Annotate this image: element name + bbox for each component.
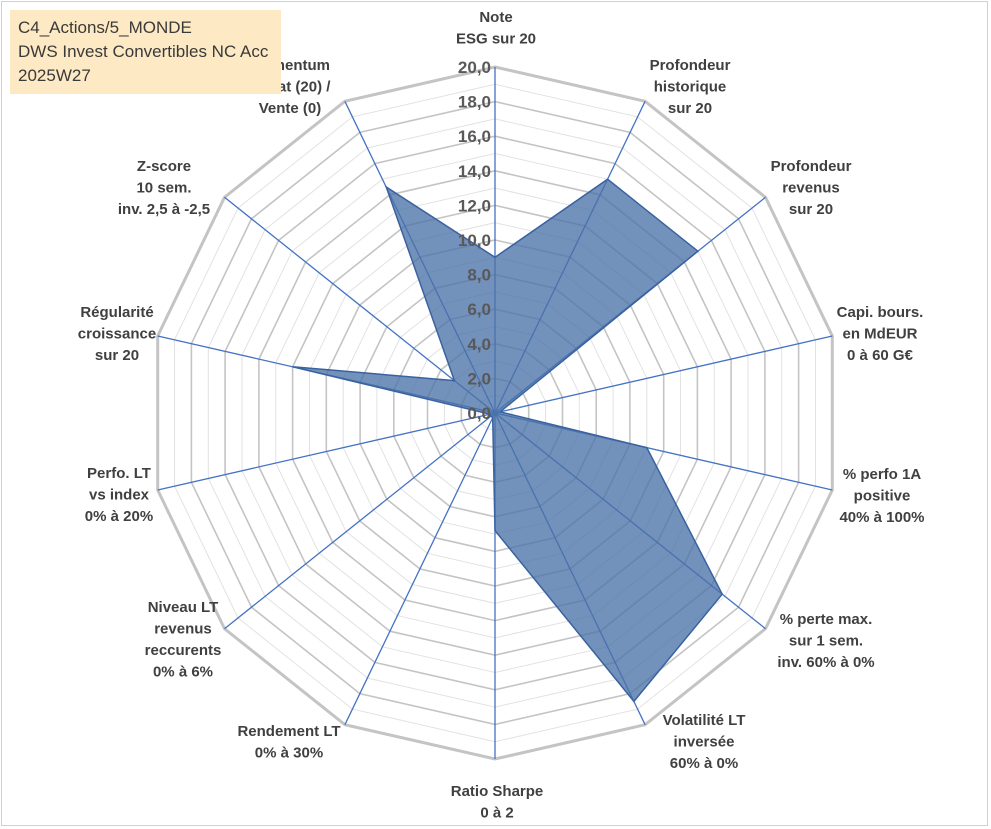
tick-label: 8,0 — [467, 266, 491, 285]
title-category: C4_Actions/5_MONDE — [18, 18, 192, 37]
series-area — [292, 178, 724, 703]
radar-spoke — [224, 412, 496, 630]
axis-label: Niveau LT revenus reccurents 0% à 6% — [145, 599, 222, 681]
radar-spoke — [494, 335, 833, 414]
axis-label: Volatilité LT inversée 60% à 0% — [663, 712, 746, 772]
tick-label: 18,0 — [458, 93, 491, 112]
radar-axis-labels: Note ESG sur 20 Profondeur historique sur 20… — [78, 9, 925, 822]
tick-label: 6,0 — [467, 300, 491, 319]
fund-title-box: C4_Actions/5_MONDE DWS Invest Convertibl… — [10, 10, 281, 94]
radar-spoke — [344, 412, 496, 725]
tick-label: 4,0 — [467, 335, 491, 354]
radar-spoke — [157, 412, 496, 491]
axis-label: Perfo. LT vs index 0% à 20% — [85, 465, 153, 525]
axis-label: Profondeur historique sur 20 — [650, 57, 731, 117]
axis-label: Régularité croissance sur 20 — [78, 304, 156, 364]
radar-series — [292, 178, 724, 703]
radar-tick-labels: 0,0 2,0 4,0 6,0 8,0 10,0 12,0 14,0 16,0 18,0 20,0 — [458, 58, 491, 423]
tick-label: 0,0 — [467, 404, 491, 423]
axis-label: Note ESG sur 20 — [456, 9, 536, 48]
tick-label: 20,0 — [458, 58, 491, 77]
axis-label: Ratio Sharpe 0 à 2 — [451, 783, 544, 822]
tick-label: 16,0 — [458, 127, 491, 146]
axis-label: Rendement LT 0% à 30% — [237, 723, 340, 762]
axis-label: % perfo 1A positive 40% à 100% — [839, 466, 924, 526]
tick-label: 12,0 — [458, 196, 491, 215]
tick-label: 14,0 — [458, 162, 491, 181]
title-week: 2025W27 — [18, 66, 91, 85]
axis-label: Profondeur revenus sur 20 — [771, 158, 852, 218]
title-fund-name: DWS Invest Convertibles NC Acc — [18, 42, 269, 61]
axis-label: % perte max. sur 1 sem. inv. 60% à 0% — [777, 611, 874, 671]
tick-label: 2,0 — [467, 369, 491, 388]
axis-label: Capi. bours. en MdEUR 0 à 60 G€ — [837, 304, 924, 364]
radar-spoke — [224, 196, 496, 414]
tick-label: 10,0 — [458, 231, 491, 250]
axis-label: Z-score 10 sem. inv. 2,5 à -2,5 — [118, 158, 210, 218]
